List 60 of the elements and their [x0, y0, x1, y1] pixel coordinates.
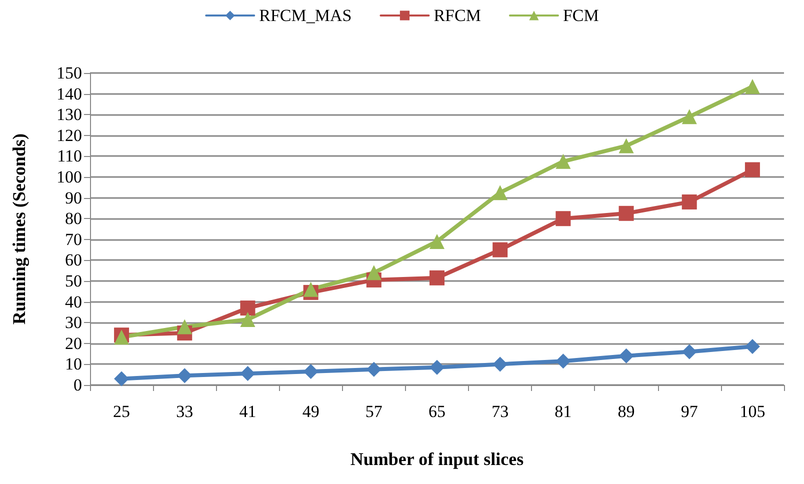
- y-tick-label: 90: [65, 188, 82, 208]
- point: [556, 154, 571, 169]
- point: [618, 206, 634, 221]
- point: [492, 185, 508, 200]
- legend-label: FCM: [562, 6, 599, 25]
- y-tick-label: 30: [65, 313, 82, 332]
- legend-label: RFCM_MAS: [259, 6, 352, 25]
- y-tick-label: 120: [56, 126, 82, 145]
- y-tick-label: 100: [56, 168, 82, 186]
- point: [744, 339, 760, 354]
- point: [240, 300, 256, 316]
- x-tick-label: 33: [176, 402, 194, 421]
- x-tick-label: 25: [113, 402, 130, 421]
- point: [744, 162, 760, 178]
- point: [366, 265, 382, 280]
- point: [114, 371, 130, 386]
- point: [366, 362, 382, 377]
- point: [744, 79, 760, 94]
- x-tick-label: 49: [302, 402, 320, 421]
- point: [492, 356, 508, 372]
- point: [240, 312, 256, 327]
- point: [430, 234, 444, 249]
- x-axis-title: Number of input slices: [350, 449, 524, 469]
- point: [556, 211, 571, 226]
- y-tick-label: 50: [65, 272, 82, 290]
- y-tick-label: 20: [65, 334, 82, 353]
- point: [618, 348, 634, 364]
- y-tick-label: 40: [65, 292, 82, 312]
- x-tick-label: 81: [554, 402, 572, 421]
- point: [556, 354, 571, 369]
- x-tick-label: 89: [618, 402, 635, 421]
- y-tick-label: 0: [74, 376, 82, 394]
- x-tick-label: 65: [428, 402, 446, 421]
- y-axis-title: Running times (Seconds): [9, 133, 29, 325]
- point: [177, 319, 192, 334]
- point: [430, 270, 444, 286]
- x-tick-label: 97: [680, 402, 698, 421]
- y-tick-label: 130: [56, 105, 82, 124]
- point: [303, 282, 318, 297]
- point: [492, 242, 508, 258]
- y-tick-label: 140: [56, 84, 82, 104]
- x-tick-label: 57: [365, 402, 383, 421]
- x-tick-label: 73: [492, 402, 509, 421]
- y-tick-label: 60: [65, 250, 82, 270]
- y-tick-label: 10: [65, 354, 82, 374]
- y-tick-label: 80: [65, 209, 82, 228]
- y-tick-label: 110: [57, 146, 82, 166]
- point: [430, 360, 444, 375]
- x-tick-label: 105: [740, 402, 766, 421]
- point: [682, 344, 697, 360]
- y-tick-label: 150: [56, 64, 82, 82]
- point: [682, 109, 697, 124]
- y-tick-label: 70: [65, 230, 82, 249]
- point: [177, 368, 192, 384]
- point: [682, 194, 697, 210]
- point: [240, 366, 256, 382]
- x-tick-label: 41: [239, 402, 256, 421]
- legend-label: RFCM: [434, 6, 481, 25]
- point: [303, 364, 318, 379]
- point: [618, 138, 634, 154]
